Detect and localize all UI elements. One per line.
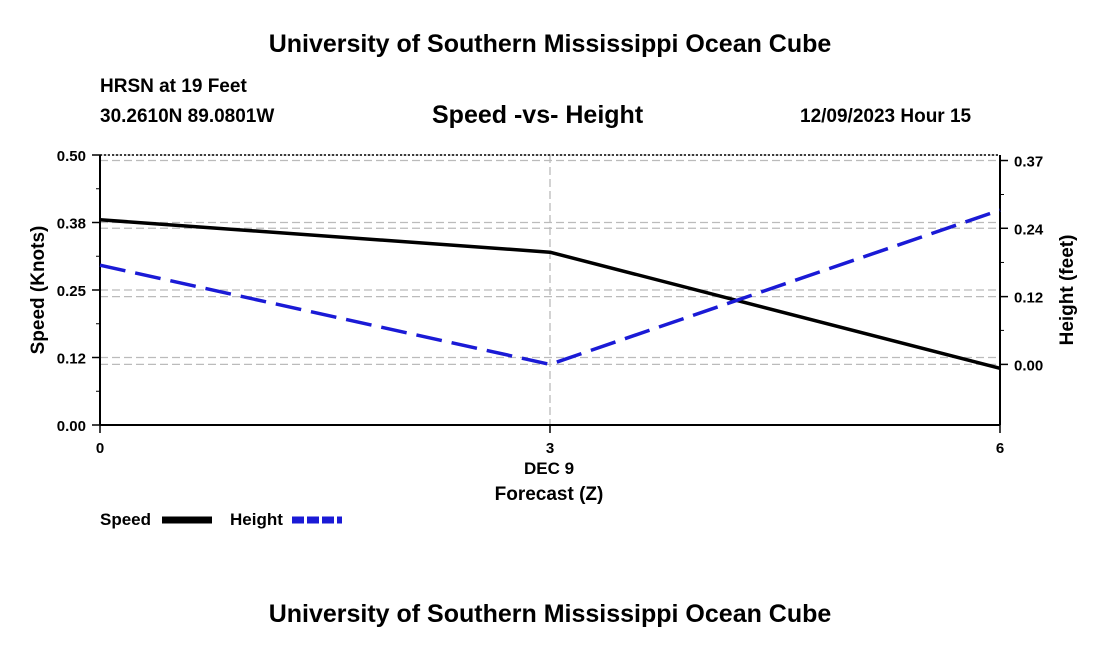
series-layer xyxy=(99,208,1001,370)
right-tick-label: 0.00 xyxy=(1014,357,1043,374)
left-tick-label: 0.50 xyxy=(57,148,86,165)
x-date-label: DEC 9 xyxy=(524,459,574,478)
right-tick-label: 0.37 xyxy=(1014,154,1043,171)
left-tick-label: 0.38 xyxy=(57,216,86,233)
ticks-layer: 0.00 0.12 0.25 0.38 0.50 0.00 0.12 0.24 0.37 0 3 6 xyxy=(57,148,1044,457)
series-line-height xyxy=(99,208,1001,367)
legend-label-speed: Speed xyxy=(100,510,151,529)
left-tick-label: 0.25 xyxy=(57,283,86,300)
right-axis-title: Height (feet) xyxy=(1057,235,1078,346)
x-tick-label: 3 xyxy=(546,440,554,457)
legend-label-height: Height xyxy=(230,510,283,529)
legend: Speed Height xyxy=(100,510,342,529)
x-tick-label: 0 xyxy=(96,440,104,457)
station-label: HRSN at 19 Feet xyxy=(100,76,247,97)
chart-title: Speed -vs- Height xyxy=(432,101,644,129)
left-axis-title: Speed (Knots) xyxy=(28,226,49,355)
coordinates-label: 30.2610N 89.0801W xyxy=(100,106,275,127)
x-tick-label: 6 xyxy=(996,440,1004,457)
left-tick-label: 0.12 xyxy=(57,351,86,368)
x-axis-title: Forecast (Z) xyxy=(495,484,604,505)
right-tick-label: 0.24 xyxy=(1014,221,1044,238)
top-title: University of Southern Mississippi Ocean… xyxy=(268,30,832,58)
right-tick-label: 0.12 xyxy=(1014,290,1043,307)
chart: 0.000.120.250.380.500.000.120.240.370 3 6 … xyxy=(28,148,1078,529)
grid-layer xyxy=(100,154,1000,425)
datetime-label: 12/09/2023 Hour 15 xyxy=(800,106,972,127)
bottom-title: University of Southern Mississippi Ocean… xyxy=(268,600,832,628)
left-tick-label: 0.00 xyxy=(57,418,86,435)
